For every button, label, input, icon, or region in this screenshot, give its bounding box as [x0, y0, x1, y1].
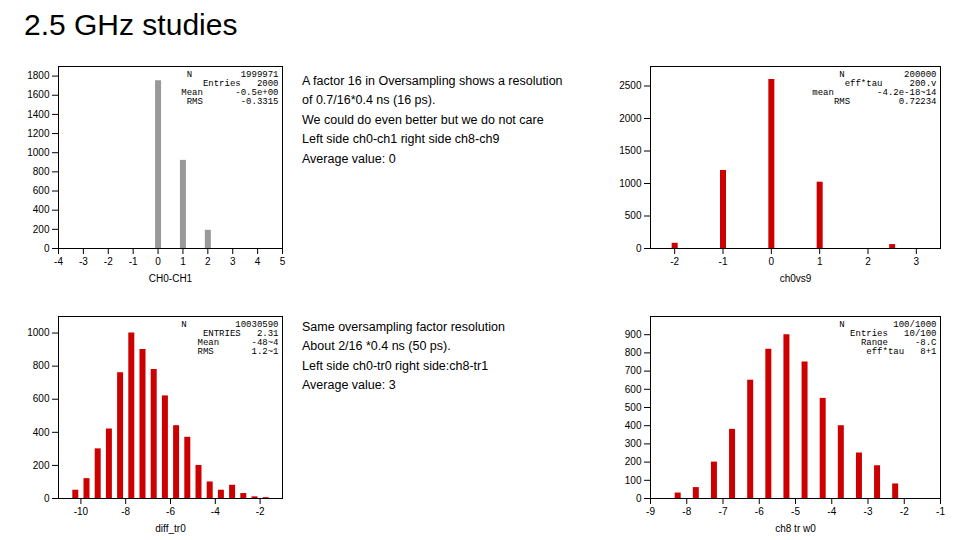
svg-text:0: 0	[636, 243, 642, 254]
svg-text:-8: -8	[682, 506, 691, 517]
svg-text:1: 1	[180, 256, 186, 267]
svg-text:-4: -4	[827, 506, 836, 517]
svg-text:5: 5	[280, 256, 286, 267]
svg-text:3: 3	[914, 256, 920, 267]
html-text:Average value: 0: Average value: 0	[302, 151, 396, 166]
svg-text:-2: -2	[104, 256, 113, 267]
svg-text:600: 600	[33, 393, 50, 404]
svg-text:100: 100	[625, 475, 642, 486]
svg-text:500: 500	[625, 402, 642, 413]
svg-text:500: 500	[625, 210, 642, 221]
html-text:We could do even better but we: We could do even better but we do not ca…	[302, 112, 544, 127]
html-text:of 0.7/16*0.4 ns (16 ps).: of 0.7/16*0.4 ns (16 ps).	[302, 93, 436, 108]
svg-text:-4: -4	[54, 256, 63, 267]
svg-text:1200: 1200	[27, 128, 50, 139]
svg-text:CH0-CH1: CH0-CH1	[149, 273, 193, 284]
html-text:Left side ch0-ch1 right side c: Left side ch0-ch1 right side ch8-ch9	[302, 132, 500, 147]
svg-text:800: 800	[625, 347, 642, 358]
svg-text:N 10030590ENTRIES 2.: N 10030590ENTRIES 2.31Mean -48~4RMS 1.2~…	[181, 320, 278, 357]
svg-text:2500: 2500	[619, 80, 642, 91]
svg-text:1600: 1600	[27, 89, 50, 100]
svg-text:2: 2	[205, 256, 211, 267]
svg-text:2: 2	[865, 256, 871, 267]
svg-text:3: 3	[230, 256, 236, 267]
svg-text:0: 0	[155, 256, 161, 267]
svg-text:1000: 1000	[27, 327, 50, 338]
html-text:Same oversampling factor resol: Same oversampling factor resolution	[302, 320, 505, 334]
svg-text:-5: -5	[791, 506, 800, 517]
svg-text:300: 300	[625, 438, 642, 449]
svg-text:400: 400	[33, 427, 50, 438]
svg-text:-10: -10	[74, 506, 89, 517]
svg-text:1000: 1000	[27, 147, 50, 158]
svg-text:1800: 1800	[27, 70, 50, 81]
svg-text:1500: 1500	[619, 145, 642, 156]
svg-text:-1: -1	[129, 256, 138, 267]
svg-text:800: 800	[33, 166, 50, 177]
svg-text:1000: 1000	[619, 178, 642, 189]
svg-text:400: 400	[625, 420, 642, 431]
svg-text:-6: -6	[166, 506, 175, 517]
svg-text:-2: -2	[670, 256, 679, 267]
svg-text:600: 600	[33, 185, 50, 196]
svg-text:0: 0	[636, 493, 642, 504]
html-text:2.5 GHz studies: 2.5 GHz studies	[24, 8, 238, 41]
svg-text:200: 200	[33, 460, 50, 471]
svg-text:N 1999971Entries 200: N 1999971Entries 2000Mean -0.5e+00RMS -0…	[181, 70, 278, 107]
html-text:About 2/16 *0.4 ns (50 ps).: About 2/16 *0.4 ns (50 ps).	[302, 339, 451, 354]
svg-text:ch8 tr w0: ch8 tr w0	[775, 523, 816, 534]
svg-text:700: 700	[625, 365, 642, 376]
svg-text:200: 200	[33, 224, 50, 235]
svg-text:N 100/1000Entries 10: N 100/1000Entries 10/100Range -8.Ceff*ta…	[839, 320, 937, 357]
html-text:A factor 16 in Oversampling sh: A factor 16 in Oversampling shows a reso…	[302, 74, 563, 88]
html-text:Left side ch0-tr0 right side:c: Left side ch0-tr0 right side:ch8-tr1	[302, 358, 489, 373]
svg-text:0: 0	[44, 493, 50, 504]
svg-text:N 200000eff*tau: N 200000eff*tau 200.vmean -4.2e-18~14RMS…	[812, 70, 937, 107]
html-text:Average value: 3: Average value: 3	[302, 378, 396, 393]
svg-text:1: 1	[817, 256, 823, 267]
svg-text:-1: -1	[936, 506, 945, 517]
svg-text:-1: -1	[719, 256, 728, 267]
svg-text:ch0vs9: ch0vs9	[780, 273, 812, 284]
svg-text:800: 800	[33, 360, 50, 371]
svg-text:-9: -9	[646, 506, 655, 517]
svg-text:200: 200	[625, 456, 642, 467]
svg-text:-2: -2	[256, 506, 265, 517]
svg-text:4: 4	[255, 256, 261, 267]
svg-text:-3: -3	[79, 256, 88, 267]
svg-text:2000: 2000	[619, 113, 642, 124]
svg-text:-7: -7	[719, 506, 728, 517]
svg-text:-4: -4	[211, 506, 220, 517]
svg-text:1400: 1400	[27, 109, 50, 120]
svg-text:600: 600	[625, 384, 642, 395]
svg-text:900: 900	[625, 329, 642, 340]
svg-text:-2: -2	[900, 506, 909, 517]
svg-text:0: 0	[44, 243, 50, 254]
svg-text:400: 400	[33, 204, 50, 215]
svg-text:0: 0	[769, 256, 775, 267]
svg-text:diff_tr0: diff_tr0	[155, 523, 186, 534]
svg-text:-3: -3	[864, 506, 873, 517]
svg-text:-6: -6	[755, 506, 764, 517]
svg-text:-8: -8	[121, 506, 130, 517]
